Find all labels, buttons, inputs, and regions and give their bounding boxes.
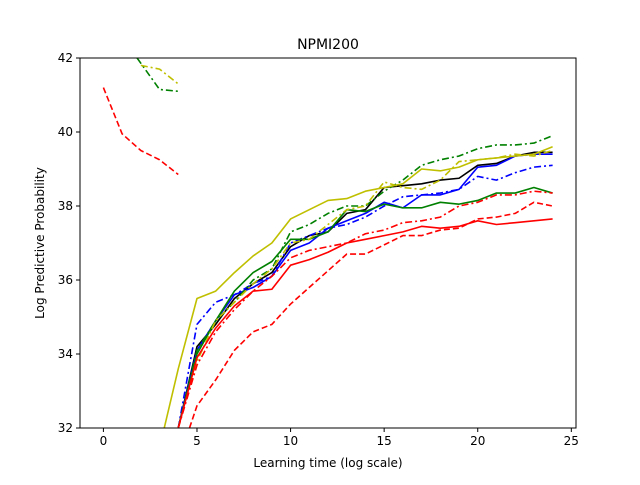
- x-tick-label: 10: [283, 434, 298, 448]
- x-tick-label: 25: [564, 434, 579, 448]
- series-line-3: [177, 186, 553, 428]
- chart-title: NPMI200: [297, 37, 359, 53]
- series-line-10: [102, 87, 179, 176]
- x-axis: 0 5 10 15 20 25: [100, 428, 579, 448]
- x-tick-label: 20: [470, 434, 485, 448]
- series-line-4: [136, 58, 179, 93]
- series-layer: [102, 58, 553, 428]
- series-line-1: [177, 153, 553, 428]
- y-axis-label: Log Predictive Probability: [33, 167, 47, 319]
- x-axis-label: Learning time (log scale): [253, 456, 402, 470]
- plot-frame: [79, 57, 577, 429]
- y-tick-label: 40: [58, 125, 73, 139]
- x-tick-label: 5: [193, 434, 201, 448]
- series-line-9: [177, 218, 553, 428]
- series-line-8: [177, 149, 553, 428]
- y-tick-label: 32: [58, 421, 73, 435]
- x-tick-label: 0: [100, 434, 108, 448]
- y-tick-label: 42: [58, 51, 73, 65]
- y-tick-label: 34: [58, 347, 73, 361]
- y-axis: 32 34 36 38 40 42: [58, 51, 80, 435]
- series-line-5: [177, 134, 553, 428]
- y-tick-label: 38: [58, 199, 73, 213]
- series-line-6: [163, 146, 553, 428]
- y-tick-label: 36: [58, 273, 73, 287]
- series-line-11: [188, 201, 553, 428]
- series-line-7: [140, 64, 179, 85]
- series-line-12: [177, 190, 553, 428]
- x-tick-label: 15: [377, 434, 392, 448]
- series-line-2: [177, 164, 553, 428]
